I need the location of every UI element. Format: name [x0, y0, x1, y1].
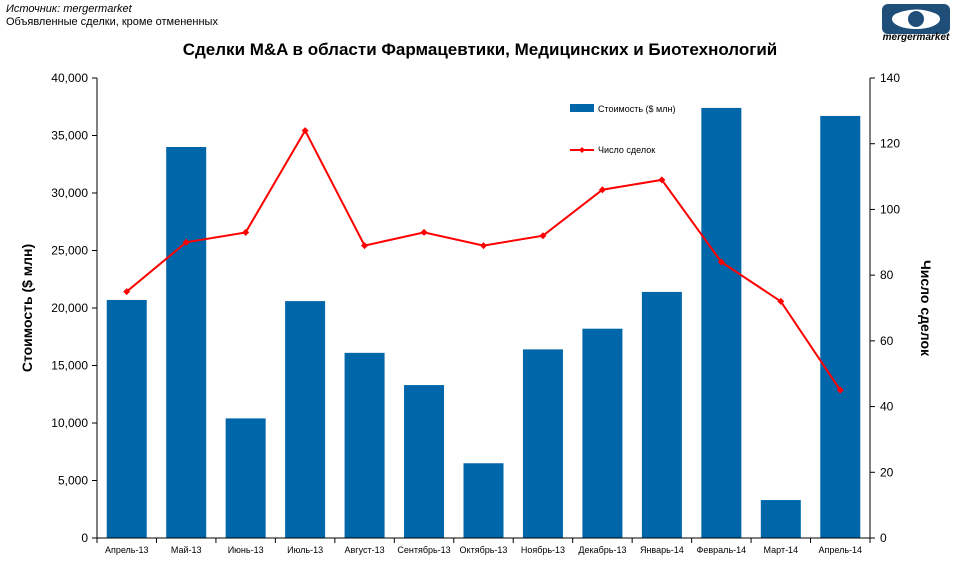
legend-line-marker — [579, 147, 585, 153]
source-label: Источник: mergermarket — [6, 3, 132, 15]
x-tick-label: Апрель-13 — [105, 545, 149, 555]
x-tick-label: Июль-13 — [287, 545, 323, 555]
x-tick-label: Август-13 — [345, 545, 385, 555]
y-tick-label: 15,000 — [51, 359, 88, 373]
y-tick-label: 10,000 — [51, 416, 88, 430]
line-point — [598, 186, 606, 194]
y2-tick-label: 0 — [880, 531, 887, 545]
bar — [285, 301, 326, 538]
x-tick-label: Декабрь-13 — [578, 545, 626, 555]
bar — [522, 349, 563, 538]
line-point — [539, 232, 547, 240]
y-tick-label: 40,000 — [51, 71, 88, 85]
bar — [760, 500, 801, 538]
bar — [404, 385, 445, 538]
mergermarket-logo-icon — [882, 4, 950, 34]
bar — [344, 352, 385, 538]
y2-tick-label: 40 — [880, 400, 894, 414]
y2-tick-label: 60 — [880, 334, 894, 348]
subtitle-label: Объявленные сделки, кроме отмененных — [6, 16, 218, 28]
bar — [641, 291, 682, 538]
line-point — [836, 386, 844, 394]
y2-tick-label: 20 — [880, 465, 894, 479]
line-point — [658, 176, 666, 184]
y-axis-title: Стоимость ($ млн) — [19, 244, 35, 372]
x-tick-label: Апрель-14 — [818, 545, 862, 555]
x-tick-label: Январь-14 — [640, 545, 684, 555]
line-point — [182, 238, 190, 246]
y2-tick-label: 120 — [880, 137, 900, 151]
legend-line-label: Число сделок — [598, 145, 655, 155]
y-tick-label: 25,000 — [51, 244, 88, 258]
line-point — [123, 288, 131, 296]
legend-bar-swatch — [570, 104, 594, 112]
line-point — [717, 258, 725, 266]
x-tick-label: Июнь-13 — [228, 545, 264, 555]
x-tick-label: Май-13 — [171, 545, 202, 555]
y2-tick-label: 140 — [880, 71, 900, 85]
line-series — [123, 127, 844, 394]
y-tick-label: 5,000 — [58, 474, 88, 488]
chart-title: Сделки M&A в области Фармацевтики, Медиц… — [182, 40, 778, 59]
y2-tick-label: 80 — [880, 268, 894, 282]
legend-bar-label: Стоимость ($ млн) — [598, 104, 675, 114]
bar — [820, 115, 861, 538]
line-point — [420, 228, 428, 236]
bar — [463, 463, 504, 538]
x-tick-label: Март-14 — [764, 545, 799, 555]
line-point — [777, 297, 785, 305]
y2-axis-title: Число сделок — [918, 260, 934, 357]
y-tick-label: 35,000 — [51, 129, 88, 143]
bar — [106, 299, 147, 538]
legend: Стоимость ($ млн) Число сделок — [570, 104, 675, 155]
y-tick-label: 30,000 — [51, 186, 88, 200]
y-tick-label: 0 — [81, 531, 88, 545]
y-tick-label: 20,000 — [51, 301, 88, 315]
bar — [225, 418, 266, 538]
line-point — [480, 242, 487, 250]
x-tick-label: Октябрь-13 — [460, 545, 508, 555]
line-point — [361, 242, 369, 250]
bar — [166, 147, 207, 538]
line-point — [242, 228, 250, 236]
axes: 0 5,000 10,000 15,000 20,000 25,000 30,000 35,0… — [19, 71, 934, 555]
bar — [582, 328, 623, 538]
x-tick-label: Сентябрь-13 — [397, 545, 450, 555]
line-point — [301, 127, 309, 135]
bar — [701, 107, 742, 539]
y2-tick-label: 100 — [880, 202, 900, 216]
logo-text: mergermarket — [882, 32, 950, 43]
x-tick-label: Февраль-14 — [697, 545, 747, 555]
x-tick-label: Ноябрь-13 — [521, 545, 565, 555]
bar-series — [106, 107, 861, 539]
